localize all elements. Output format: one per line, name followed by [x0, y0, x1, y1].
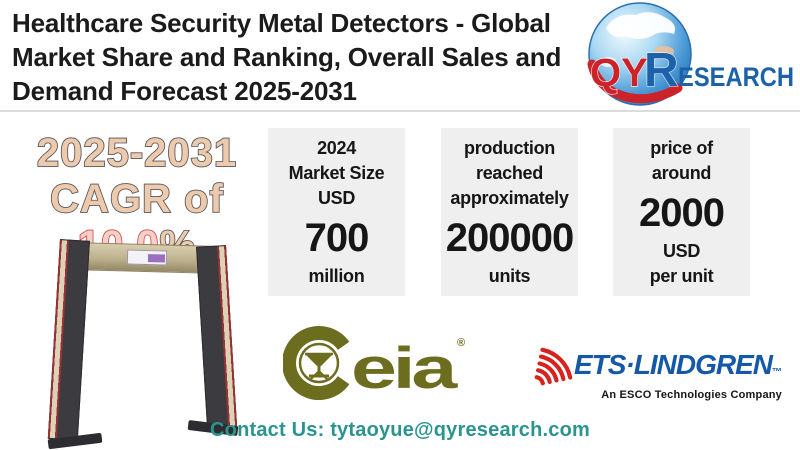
- logo-swoosh: [587, 59, 683, 104]
- detector-lcd: [147, 253, 166, 263]
- ets-trademark: ™: [772, 367, 782, 378]
- logo-text-qy: QY: [590, 51, 648, 95]
- stat-market-size: 2024 Market Size USD 700 million: [268, 128, 405, 296]
- stat-line: reached: [476, 162, 543, 183]
- stat-value: 200000: [445, 215, 574, 260]
- detector-right-pillar: [196, 245, 238, 429]
- stat-value: 700: [304, 215, 370, 260]
- stat-line: approximately: [450, 187, 569, 208]
- detector-display: [126, 249, 168, 266]
- stat-line: units: [488, 265, 531, 286]
- ceia-c-emblem-icon: [283, 326, 350, 400]
- page-title-line3: Demand Forecast 2025-2031: [12, 76, 357, 106]
- logo-text-r: R: [644, 44, 679, 97]
- cagr-label: CAGR of: [49, 176, 224, 222]
- detector-right-strip: [217, 246, 238, 427]
- forecast-period: 2025-2031: [36, 130, 238, 176]
- stat-line: USD: [317, 187, 356, 208]
- ets-lindgren-logo: ETS·LINDGREN ™ An ESCO Technologies Compa…: [532, 342, 788, 401]
- title-divider: [0, 110, 800, 112]
- stat-line: 2024: [317, 137, 356, 158]
- page-title-line2: Market Share and Ranking, Overall Sales …: [12, 42, 562, 72]
- detector-left-strip: [47, 240, 69, 439]
- ets-wordmark: ETS·LINDGREN: [574, 349, 773, 380]
- stat-value: 2000: [639, 190, 725, 235]
- stat-price: price of around 2000 USD per unit: [613, 128, 750, 296]
- ceia-wordmark: eia: [351, 336, 458, 401]
- metal-detector-image: [47, 232, 239, 450]
- detector-crossbar: [73, 242, 217, 274]
- page-title: Healthcare Security Metal Detectors - Gl…: [12, 6, 622, 108]
- page-title-line1: Healthcare Security Metal Detectors - Gl…: [12, 8, 551, 38]
- globe-icon: [588, 2, 692, 106]
- stat-line: production: [464, 137, 555, 158]
- ceia-logo: eia ®: [283, 326, 465, 401]
- ceia-registered-mark: ®: [457, 337, 465, 349]
- stat-line: USD: [662, 240, 701, 261]
- stat-line: price of: [650, 137, 713, 158]
- stat-line: per unit: [649, 265, 714, 286]
- qyresearch-logo: QY R ESEARCH: [587, 2, 794, 106]
- detector-left-pillar: [47, 239, 90, 441]
- logo-text-esearch: ESEARCH: [678, 62, 794, 92]
- contact-line: Contact Us: tytaoyue@qyresearch.com: [210, 419, 590, 441]
- ets-waves-icon: [534, 347, 573, 386]
- stat-line: around: [651, 162, 712, 183]
- stat-line: million: [308, 265, 365, 286]
- ets-tagline: An ESCO Technologies Company: [601, 389, 782, 401]
- stat-line: Market Size: [288, 162, 385, 183]
- stat-production: production reached approximately 200000 …: [441, 128, 578, 296]
